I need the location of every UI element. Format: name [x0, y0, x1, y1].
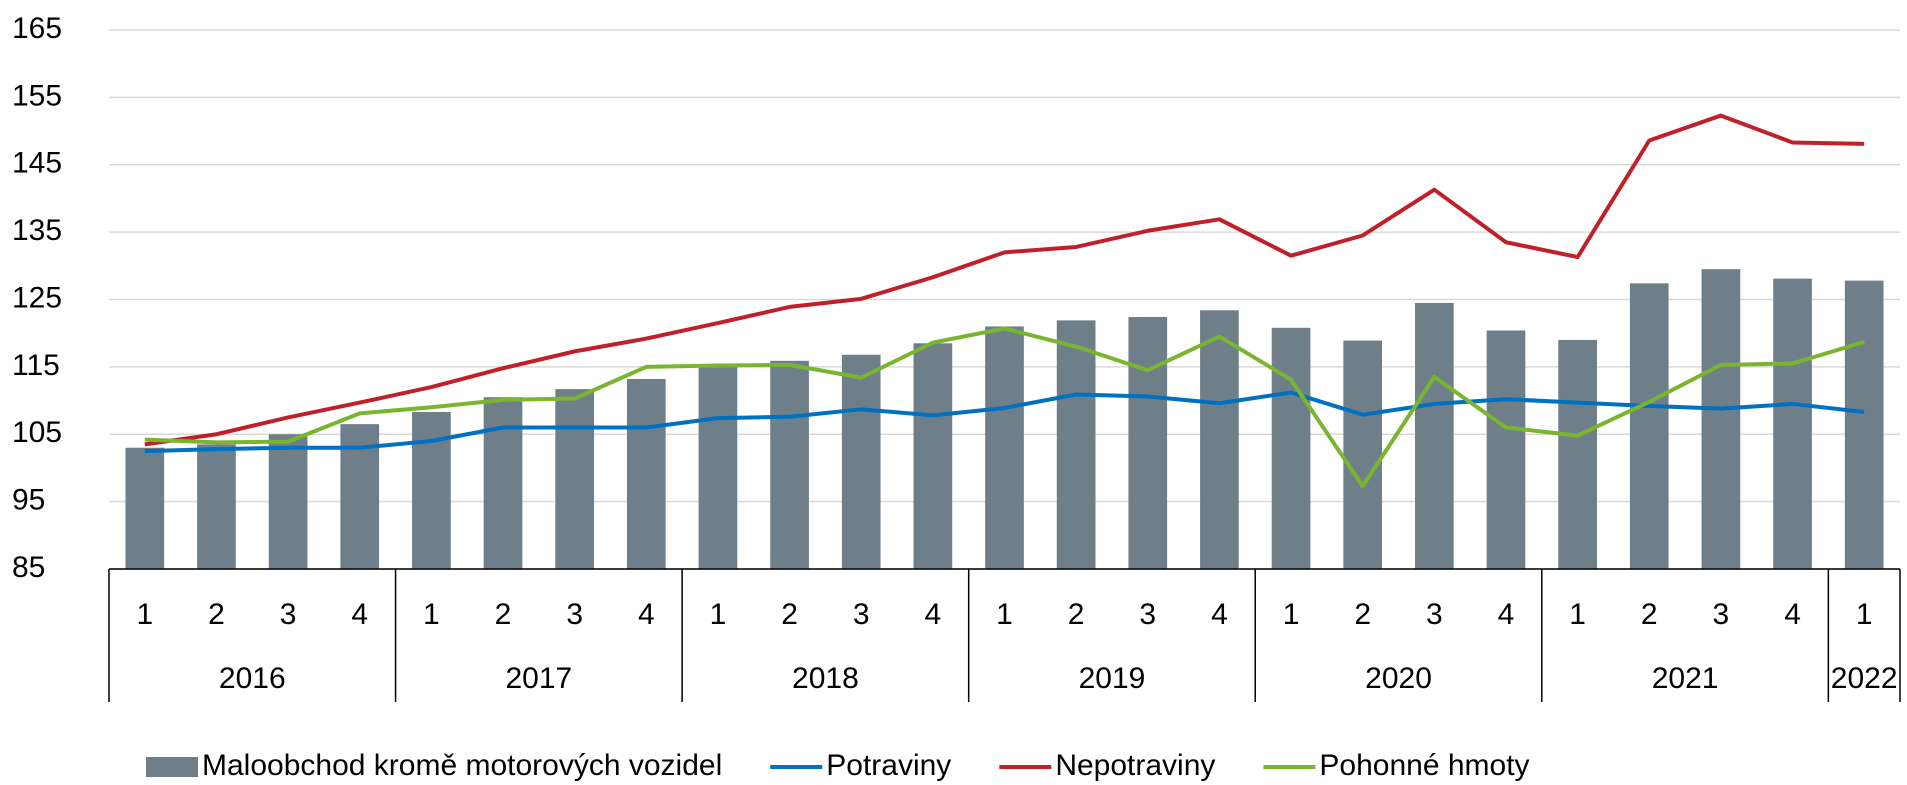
bar [698, 366, 738, 569]
bar [483, 397, 523, 569]
bar [1629, 283, 1669, 569]
x-tick-label: 1 [1856, 598, 1873, 631]
x-tick-label: 1 [710, 598, 727, 631]
x-tick-label: 4 [1211, 598, 1228, 631]
bar [1343, 340, 1383, 569]
y-tick-label: 125 [12, 281, 62, 314]
bar [626, 379, 666, 569]
y-tick-label: 155 [12, 79, 62, 112]
x-tick-label: 4 [638, 598, 655, 631]
x-tick-label: 3 [1713, 598, 1730, 631]
legend-label: Nepotraviny [1055, 749, 1215, 782]
x-tick-label: 2 [1641, 598, 1658, 631]
legend-swatch [146, 757, 198, 777]
x-group-label: 2022 [1831, 662, 1898, 695]
x-tick-label: 2 [208, 598, 225, 631]
x-tick-label: 1 [136, 598, 153, 631]
x-tick-label: 2 [495, 598, 512, 631]
bar [1056, 320, 1096, 569]
x-group-label: 2016 [219, 662, 286, 695]
bar [841, 354, 881, 569]
x-tick-label: 2 [1068, 598, 1085, 631]
bar [1701, 269, 1741, 569]
y-tick-label: 85 [12, 551, 45, 584]
line-series [144, 326, 1865, 489]
bar [1558, 339, 1597, 569]
x-tick-label: 3 [566, 598, 583, 631]
y-tick-label: 115 [12, 349, 60, 382]
bar [1773, 278, 1812, 569]
bar [1844, 280, 1884, 569]
x-group-label: 2018 [792, 662, 859, 695]
bar [913, 343, 953, 569]
bar [197, 444, 236, 569]
x-group-label: 2020 [1365, 662, 1432, 695]
x-tick-label: 1 [423, 598, 440, 631]
bar [555, 389, 595, 569]
y-tick-label: 95 [12, 484, 45, 517]
x-group-label: 2019 [1079, 662, 1146, 695]
bar [125, 447, 165, 569]
bar [412, 412, 451, 569]
x-tick-label: 2 [781, 598, 798, 631]
bar [1414, 302, 1454, 569]
y-tick-label: 105 [12, 416, 62, 449]
bar [1200, 310, 1239, 569]
x-tick-label: 4 [1784, 598, 1801, 631]
y-tick-label: 145 [12, 147, 62, 180]
bar [1128, 317, 1168, 569]
legend-label: Potraviny [826, 749, 951, 782]
x-tick-label: 3 [1426, 598, 1443, 631]
x-tick-label: 2 [1354, 598, 1371, 631]
bar [1486, 330, 1526, 569]
bar [268, 434, 308, 569]
y-tick-label: 135 [12, 214, 62, 247]
y-tick-label: 165 [12, 12, 62, 45]
x-tick-label: 1 [1283, 598, 1300, 631]
x-group-label: 2017 [505, 662, 572, 695]
bar [770, 360, 809, 569]
x-group-label: 2021 [1652, 662, 1719, 695]
x-tick-label: 4 [1498, 598, 1515, 631]
line-series [144, 113, 1865, 447]
x-tick-label: 4 [351, 598, 368, 631]
bar [1271, 327, 1311, 569]
legend-label: Pohonné hmoty [1319, 749, 1529, 782]
x-tick-label: 4 [925, 598, 942, 631]
x-tick-label: 3 [280, 598, 297, 631]
bar [985, 326, 1024, 569]
x-tick-label: 1 [1569, 598, 1586, 631]
x-tick-label: 1 [996, 598, 1013, 631]
line-series [144, 390, 1865, 454]
x-tick-label: 3 [853, 598, 870, 631]
legend-label: Maloobchod kromě motorových vozidel [202, 749, 722, 782]
x-tick-label: 3 [1139, 598, 1156, 631]
